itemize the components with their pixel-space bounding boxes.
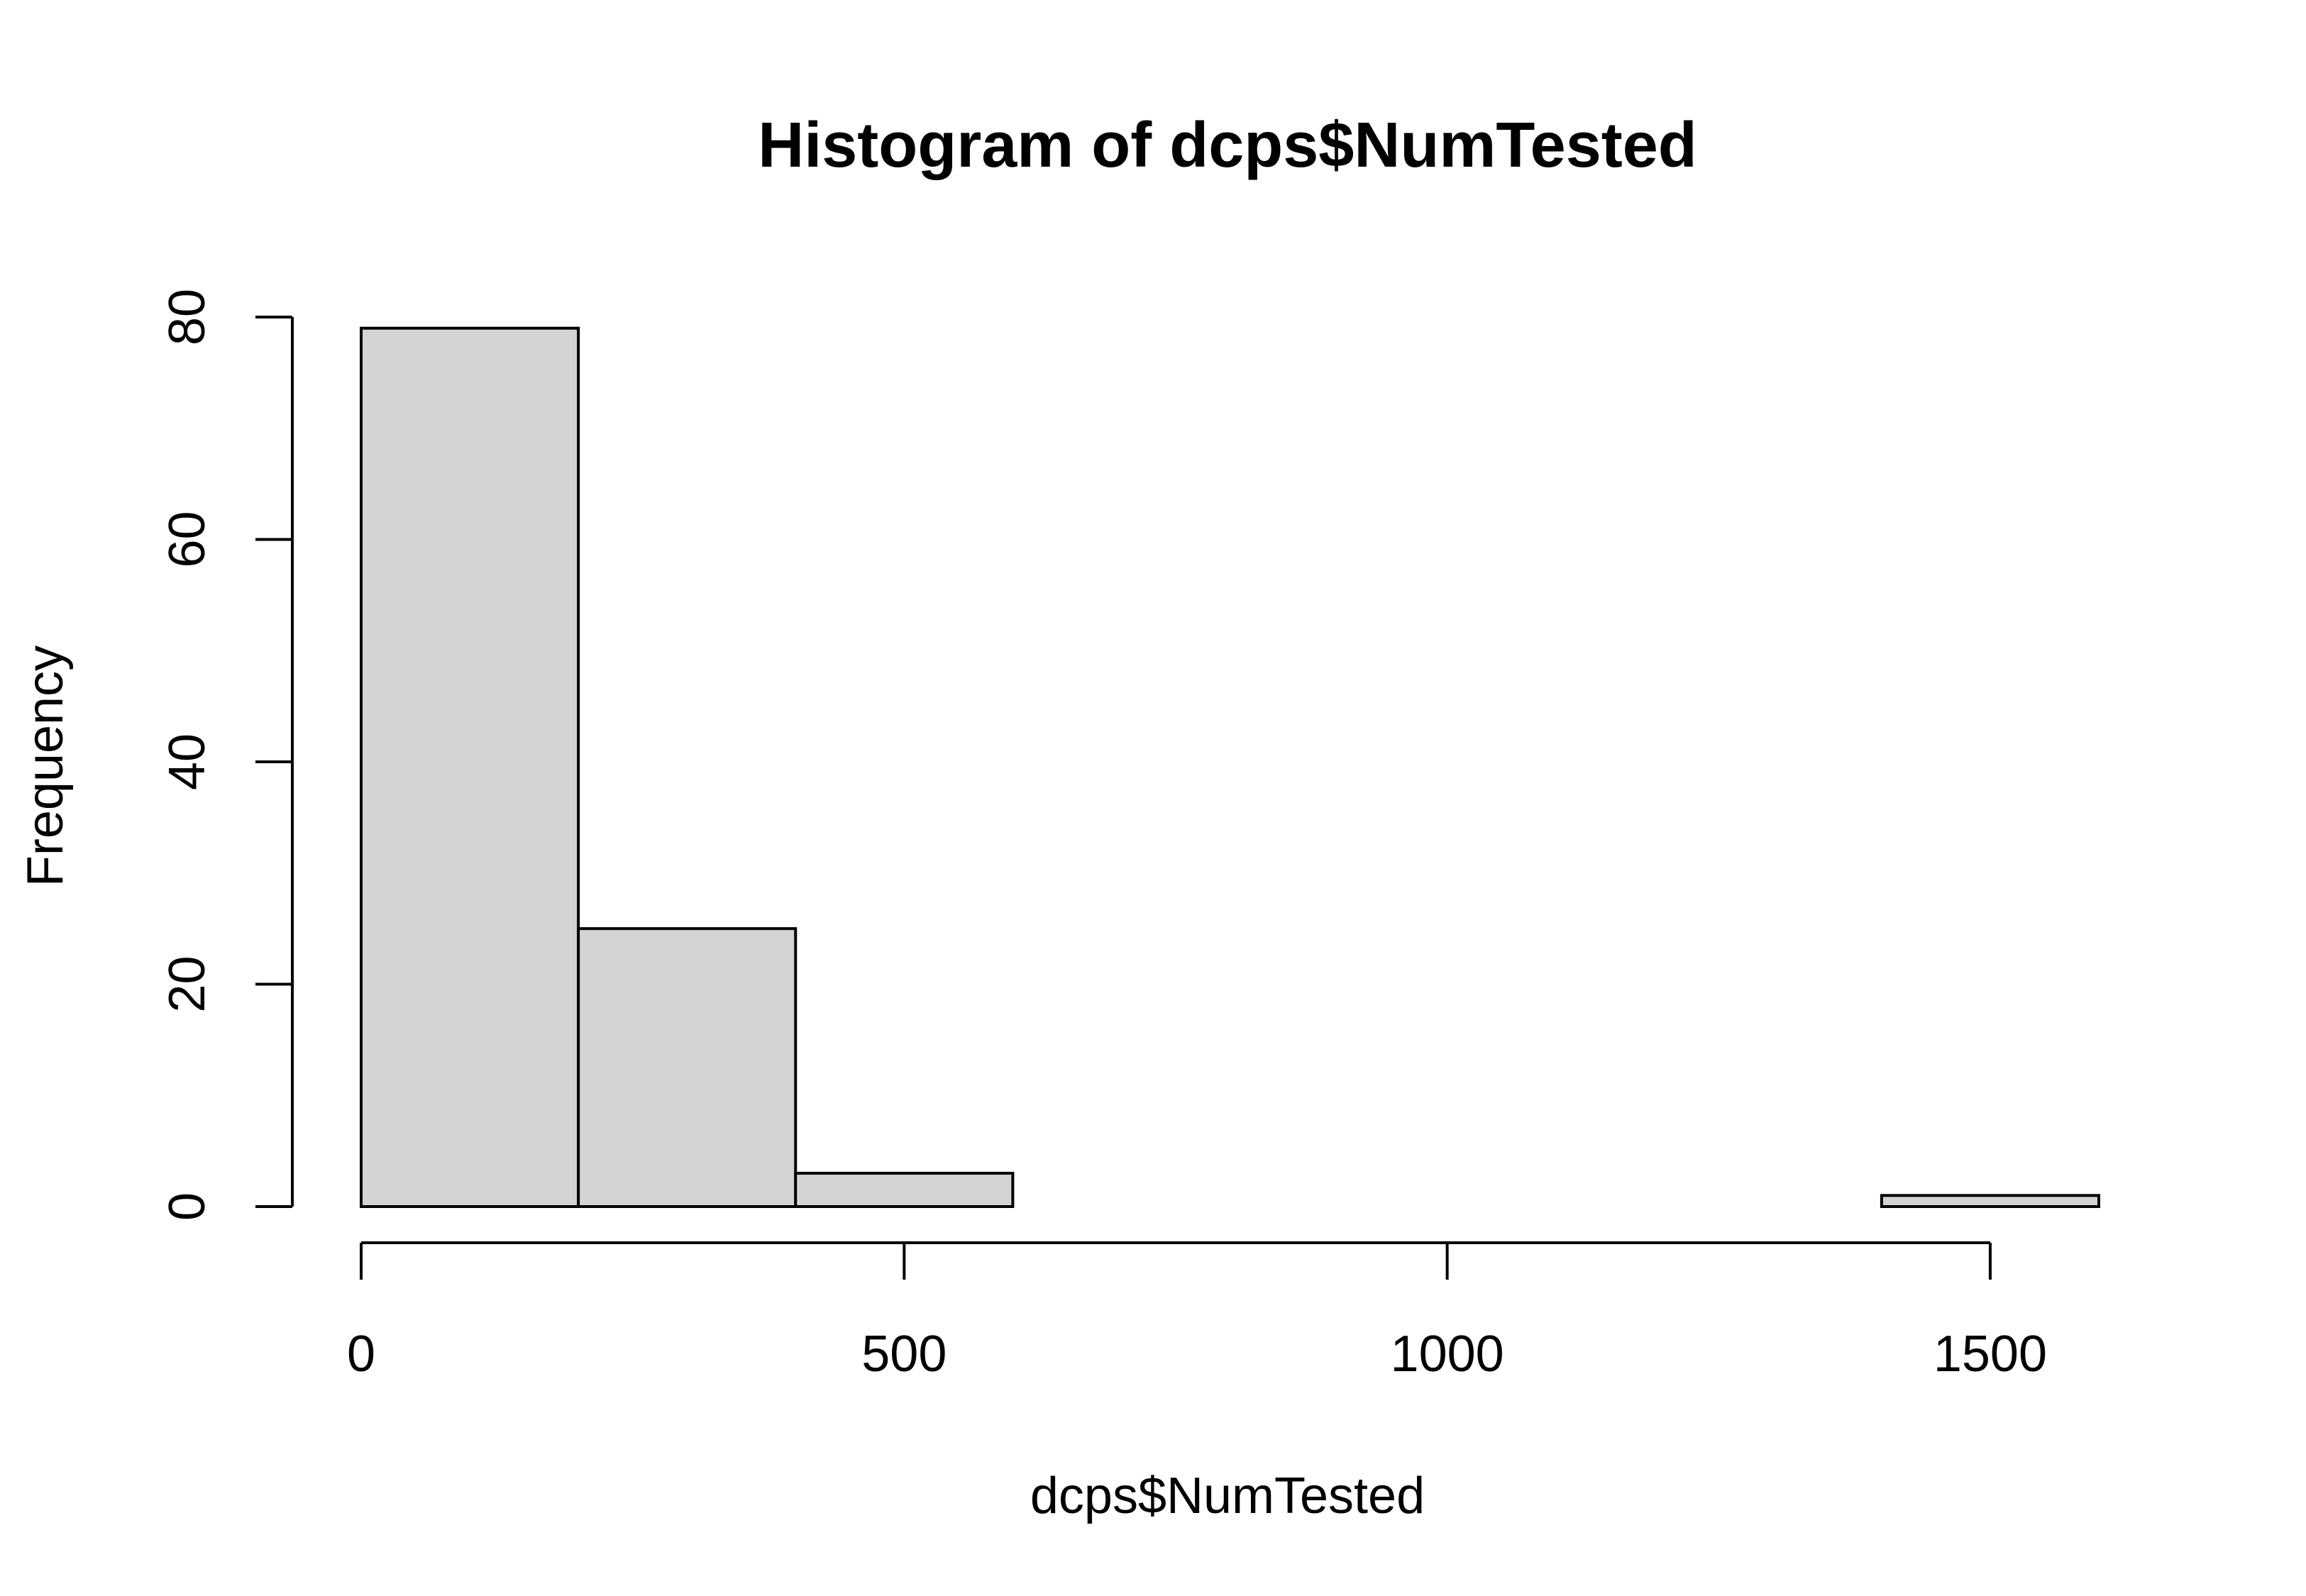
x-tick-label: 1500 (1933, 1326, 2047, 1382)
histogram-bar (1880, 1194, 2100, 1208)
histogram-bar (577, 927, 798, 1208)
y-tick-label: 60 (159, 511, 216, 567)
y-tick-label: 0 (159, 1192, 216, 1221)
histogram-bar (794, 1171, 1015, 1208)
chart-title: Histogram of dcps$NumTested (758, 110, 1697, 181)
bars-layer (360, 326, 2100, 1208)
x-axis-label: dcps$NumTested (1030, 1468, 1425, 1524)
y-axis-label: Frequency (17, 645, 74, 887)
y-tick-label: 40 (159, 733, 216, 790)
y-tick-label: 20 (159, 955, 216, 1012)
y-axis: 0 20 40 60 80 (159, 289, 294, 1221)
y-tick-label: 80 (159, 289, 216, 345)
x-axis: 0 500 1000 1500 (347, 1241, 2047, 1382)
x-tick-label: 500 (861, 1326, 947, 1382)
histogram-bar (360, 326, 580, 1208)
x-tick-label: 0 (347, 1326, 375, 1382)
x-tick-label: 1000 (1391, 1326, 1504, 1382)
